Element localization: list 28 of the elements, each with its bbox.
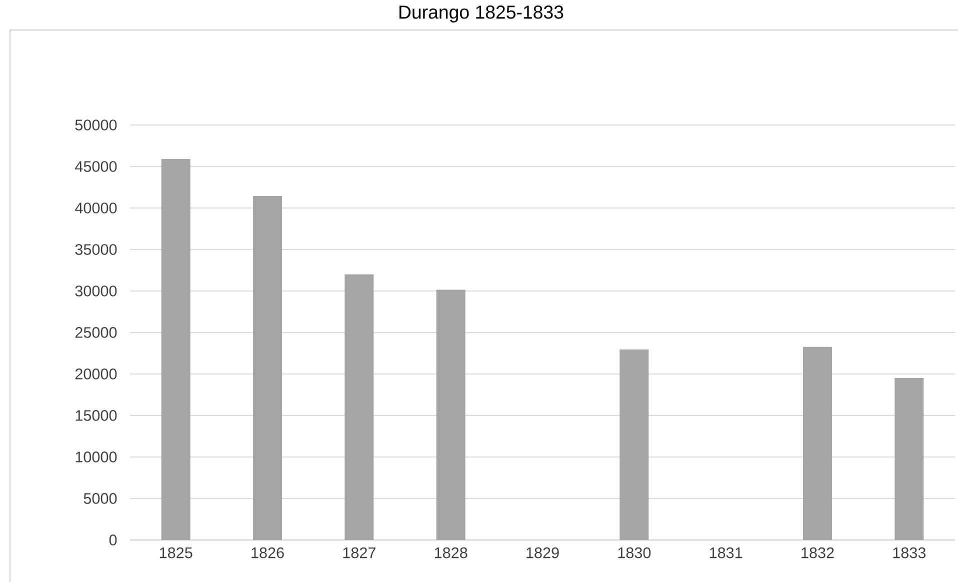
- bar: [253, 196, 282, 540]
- y-tick-label: 0: [109, 534, 117, 546]
- y-tick-label: 20000: [75, 368, 117, 380]
- y-tick-label: 35000: [75, 244, 117, 255]
- chart-title: Durango 1825-1833: [400, 6, 564, 22]
- x-tick-label: 1826: [252, 547, 284, 558]
- x-tick-label: 1827: [343, 547, 376, 558]
- bar: [894, 378, 924, 540]
- y-tick-label: 50000: [75, 120, 117, 130]
- bar: [436, 290, 466, 540]
- bar: [344, 274, 374, 540]
- y-tick-label: 40000: [75, 202, 117, 214]
- y-tick-label: 30000: [75, 286, 117, 296]
- x-tick-label: 1829: [526, 547, 559, 558]
- y-tick-label: 5000: [84, 493, 117, 504]
- y-tick-label: 25000: [75, 327, 117, 338]
- y-tick-label: 45000: [75, 161, 117, 172]
- bar: [803, 346, 832, 540]
- x-tick-label: 1832: [802, 547, 834, 558]
- x-tick-label: 1828: [434, 547, 468, 558]
- x-tick-label: 1831: [710, 547, 742, 558]
- x-tick-label: 1830: [618, 547, 651, 558]
- x-tick-label: 1825: [160, 547, 192, 558]
- y-tick-label: 15000: [76, 410, 117, 421]
- y-tick-label: 10000: [76, 452, 117, 462]
- bar: [620, 350, 649, 540]
- bar: [161, 159, 190, 540]
- x-tick-label: 1833: [893, 547, 926, 558]
